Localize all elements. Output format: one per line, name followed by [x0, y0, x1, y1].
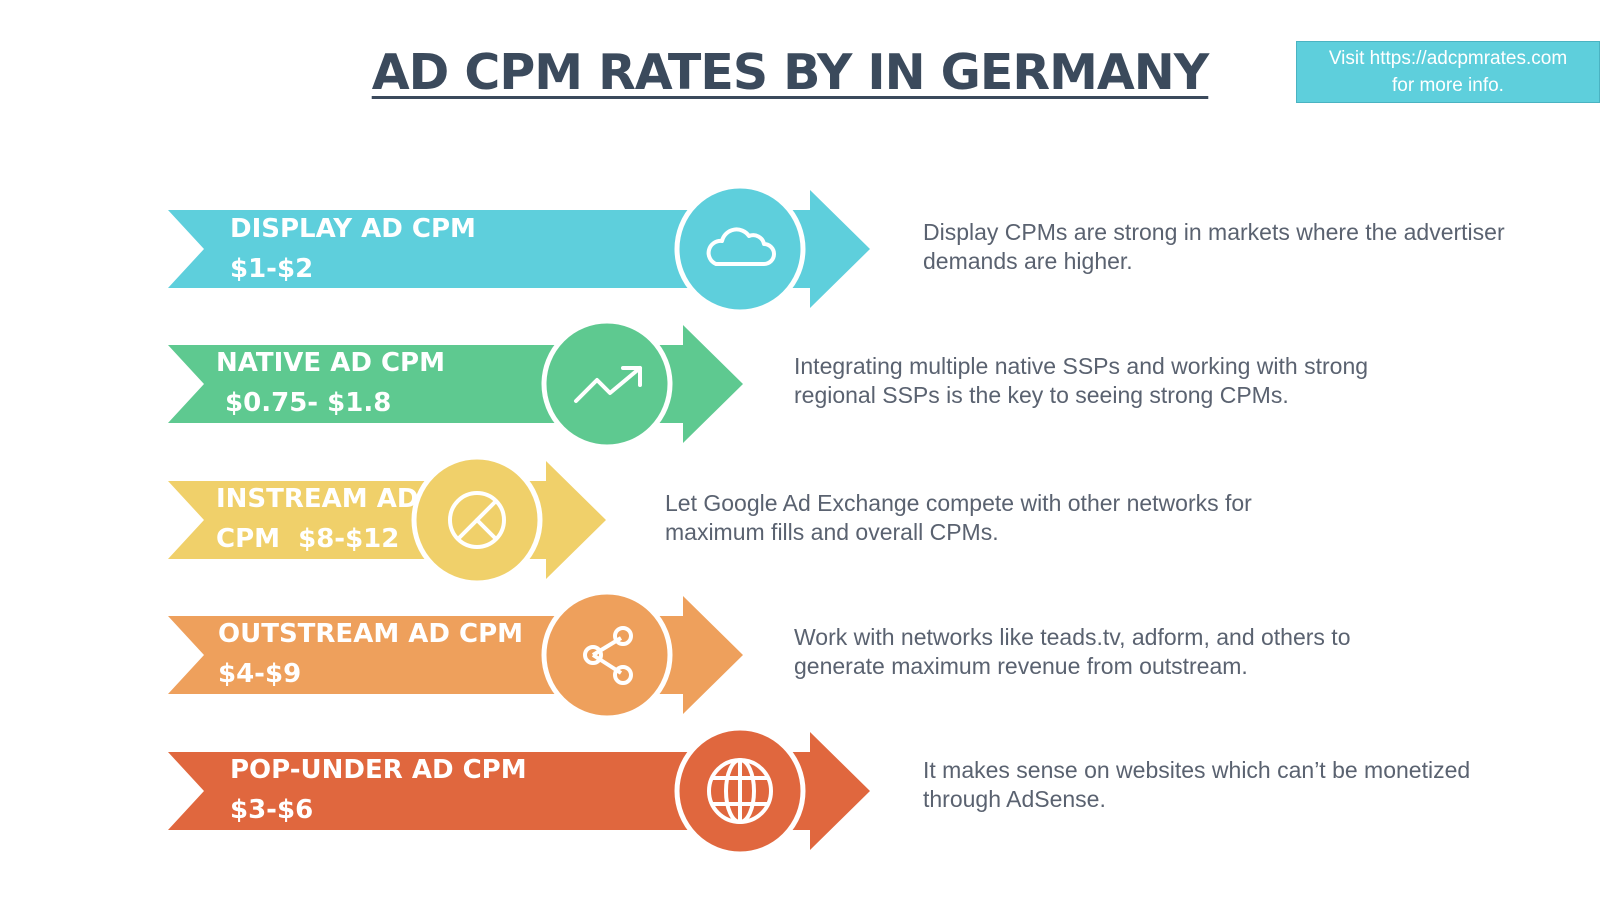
- banner-outstream: [168, 589, 743, 721]
- visit-line-1: Visit https://adcpmrates.com: [1328, 48, 1568, 69]
- instream-desc-line-1: Let Google Ad Exchange compete with othe…: [665, 490, 1252, 516]
- popunder-label-line-1: POP-UNDER AD CPM: [230, 755, 527, 785]
- outstream-desc-line-2: generate maximum revenue from outstream.: [794, 653, 1248, 679]
- display-description: Display CPMs are strong in markets where…: [923, 218, 1505, 276]
- banner-native: [168, 318, 743, 450]
- visit-line-2: for more info.: [1392, 75, 1504, 96]
- native-description: Integrating multiple native SSPs and wor…: [794, 352, 1368, 410]
- icon-circle-outstream: [541, 589, 673, 721]
- popunder-desc-line-1: It makes sense on websites which can’t b…: [923, 757, 1471, 783]
- page-title: AD CPM RATES BY IN GERMANY: [0, 44, 1580, 101]
- icon-circle-display: [674, 183, 806, 315]
- outstream-desc-line-1: Work with networks like teads.tv, adform…: [794, 624, 1351, 650]
- display-label-line-1: DISPLAY AD CPM: [230, 214, 476, 244]
- popunder-label-line-2: $3-$6: [230, 795, 314, 825]
- instream-label: INSTREAM AD CPM $8-$12: [216, 479, 418, 559]
- native-label-line-2: $0.75- $1.8: [216, 388, 392, 418]
- banner-popunder: [168, 725, 870, 857]
- popunder-description: It makes sense on websites which can’t b…: [923, 756, 1470, 814]
- trending-up-icon: [574, 366, 642, 403]
- outstream-label-line-1: OUTSTREAM AD CPM: [218, 619, 524, 649]
- instream-description: Let Google Ad Exchange compete with othe…: [665, 489, 1252, 547]
- native-label-line-1: NATIVE AD CPM: [216, 348, 445, 378]
- popunder-desc-line-2: through AdSense.: [923, 786, 1106, 812]
- display-desc-line-2: demands are higher.: [923, 248, 1133, 274]
- display-label-line-2: $1-$2: [230, 254, 314, 284]
- popunder-label: POP-UNDER AD CPM $3-$6: [230, 750, 527, 830]
- native-desc-line-2: regional SSPs is the key to seeing stron…: [794, 382, 1289, 408]
- outstream-label: OUTSTREAM AD CPM $4-$9: [218, 614, 523, 694]
- visit-site-box[interactable]: Visit https://adcpmrates.com for more in…: [1296, 41, 1600, 103]
- instream-label-line-1: INSTREAM AD: [216, 484, 419, 514]
- instream-label-line-2: CPM $8-$12: [216, 524, 400, 554]
- share-icon: [583, 626, 633, 685]
- cloud-icon: [706, 227, 776, 266]
- banner-instream: [168, 454, 606, 586]
- outstream-description: Work with networks like teads.tv, adform…: [794, 623, 1351, 681]
- display-desc-line-1: Display CPMs are strong in markets where…: [923, 219, 1505, 245]
- page-title-text: AD CPM RATES BY IN GERMANY: [371, 44, 1210, 101]
- display-label: DISPLAY AD CPM $1-$2: [230, 209, 476, 289]
- outstream-label-line-2: $4-$9: [218, 659, 302, 689]
- banner-display: [168, 183, 870, 315]
- pie-chart-icon: [448, 491, 506, 549]
- icon-circle-native: [541, 318, 673, 450]
- native-label: NATIVE AD CPM $0.75- $1.8: [216, 343, 445, 423]
- native-desc-line-1: Integrating multiple native SSPs and wor…: [794, 353, 1369, 379]
- globe-icon: [707, 758, 773, 824]
- instream-desc-line-2: maximum fills and overall CPMs.: [665, 519, 999, 545]
